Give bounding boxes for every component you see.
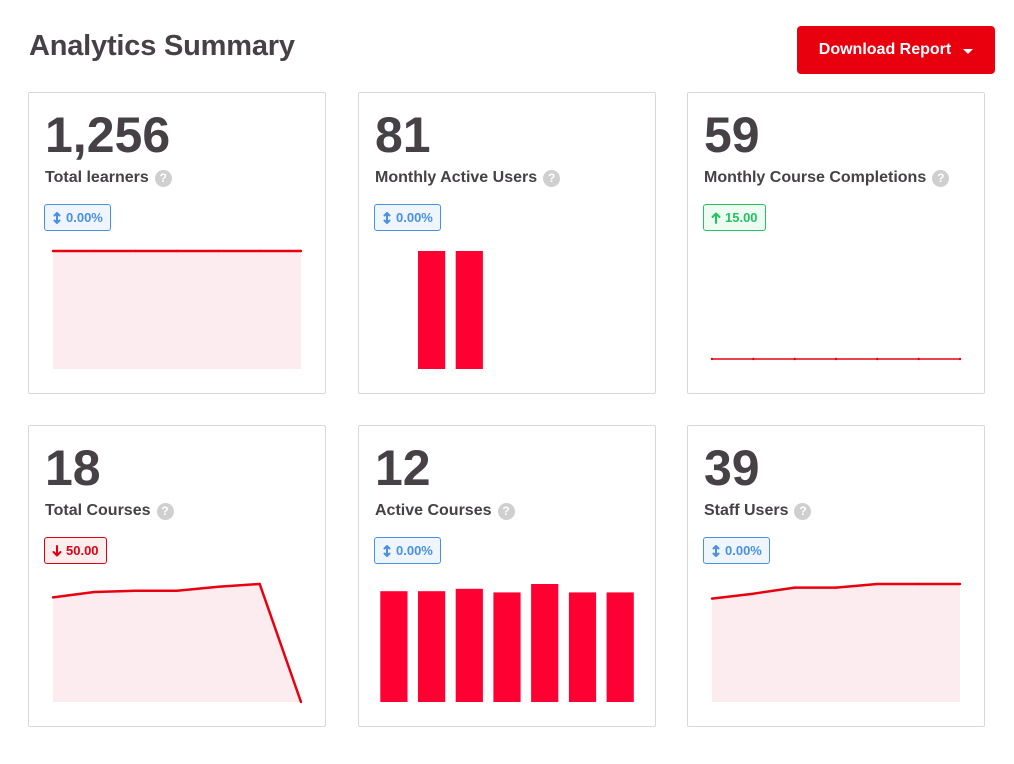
chart-point (299, 700, 303, 704)
chart-bar (606, 592, 634, 702)
trend-badge-text: 0.00% (396, 543, 433, 558)
metric-label: Staff Users (704, 502, 789, 519)
chart-bar (380, 591, 408, 702)
trend-badge-text: 50.00 (66, 543, 99, 558)
caret-down-icon (963, 48, 974, 54)
metric-label: Monthly Course Completions (704, 169, 927, 186)
chart-point (752, 592, 755, 595)
chart-point (710, 357, 714, 361)
chart-point (710, 597, 714, 600)
chart-point (93, 590, 96, 594)
chart-point (958, 357, 962, 361)
chart-area-fill (53, 584, 301, 702)
chart-point (958, 582, 962, 586)
sparkline-chart (418, 251, 483, 369)
chart-bar (455, 588, 483, 702)
metric-label-row: Monthly Active Users? (375, 169, 561, 187)
trend-badge-text: 0.00% (66, 210, 103, 225)
trend-badge: 0.00% (374, 537, 441, 564)
metric-value: 81 (375, 107, 431, 163)
chart-bar (493, 592, 521, 702)
trend-badge: 0.00% (44, 204, 111, 231)
sparkline-chart (710, 357, 962, 361)
card-active-courses: 12 Active Courses? 0.00% (358, 425, 656, 727)
metric-label: Active Courses (375, 502, 492, 519)
chart-bar (531, 584, 559, 702)
sparkline-chart (51, 249, 303, 369)
chart-point (217, 585, 220, 588)
sparkline-chart (51, 582, 303, 704)
chart-bar (455, 251, 483, 369)
arrow-down-icon (52, 544, 62, 557)
chart-point (175, 249, 179, 253)
metric-label: Total learners (45, 169, 149, 186)
trend-badge: 0.00% (374, 204, 441, 231)
help-icon[interactable]: ? (543, 169, 561, 187)
chart-point (834, 586, 838, 589)
trend-badge: 15.00 (703, 204, 766, 231)
arrow-up-icon (711, 212, 721, 224)
chart-point (175, 589, 179, 592)
chart-bar (418, 591, 446, 702)
card-staff-users: 39 Staff Users? 0.00% (687, 425, 985, 727)
chart-point (134, 589, 137, 592)
metric-label: Total Courses (45, 502, 151, 519)
chart-point (752, 357, 755, 361)
help-icon[interactable]: ? (497, 502, 515, 520)
chart-area-fill (712, 584, 960, 702)
metric-label-row: Total learners? (45, 169, 172, 187)
trend-badge-text: 0.00% (725, 543, 762, 558)
metric-value: 12 (375, 440, 431, 496)
chart-point (917, 357, 920, 361)
trend-badge: 50.00 (44, 537, 107, 564)
sparkline-chart (710, 582, 962, 702)
help-icon[interactable]: ? (154, 169, 172, 187)
chart-bar (568, 592, 597, 702)
card-monthly-course-completions: 59 Monthly Course Completions? 15.00 (687, 92, 985, 394)
page-title: Analytics Summary (29, 30, 295, 62)
chart-point (258, 249, 261, 253)
help-icon[interactable]: ? (794, 502, 812, 520)
chart-point (834, 357, 838, 361)
up-down-arrow-icon (52, 211, 62, 224)
chart-point (258, 582, 261, 586)
metric-label-row: Total Courses? (45, 502, 174, 520)
metric-value: 59 (704, 107, 760, 163)
card-total-learners: 1,256 Total learners? 0.00% (28, 92, 326, 394)
metric-value: 39 (704, 440, 760, 496)
metric-label: Monthly Active Users (375, 169, 538, 186)
chart-point (876, 357, 879, 361)
chart-point (217, 249, 220, 253)
metric-value: 1,256 (45, 107, 171, 163)
chart-point (793, 586, 796, 589)
trend-badge: 0.00% (703, 537, 770, 564)
up-down-arrow-icon (711, 544, 721, 557)
metric-label-row: Active Courses? (375, 502, 515, 520)
card-total-courses: 18 Total Courses? 50.00 (28, 425, 326, 727)
chart-point (793, 357, 796, 361)
chart-area-fill (53, 251, 301, 369)
metric-label-row: Staff Users? (704, 502, 812, 520)
help-icon[interactable]: ? (932, 169, 950, 187)
trend-badge-text: 15.00 (725, 210, 758, 225)
download-report-button[interactable]: Download Report (797, 26, 995, 74)
up-down-arrow-icon (382, 544, 392, 557)
chart-point (299, 249, 303, 253)
help-icon[interactable]: ? (156, 502, 174, 520)
trend-badge-text: 0.00% (396, 210, 433, 225)
metric-label-row: Monthly Course Completions? (704, 169, 950, 187)
chart-point (917, 582, 920, 586)
chart-point (876, 582, 879, 586)
chart-point (93, 249, 96, 253)
chart-point (51, 596, 55, 599)
chart-point (134, 249, 137, 253)
up-down-arrow-icon (382, 211, 392, 224)
card-monthly-active-users: 81 Monthly Active Users? 0.00% (358, 92, 656, 394)
sparkline-chart (380, 584, 634, 702)
chart-point (51, 249, 55, 253)
download-report-label: Download Report (818, 41, 952, 58)
metric-value: 18 (45, 440, 101, 496)
chart-bar (418, 251, 446, 369)
